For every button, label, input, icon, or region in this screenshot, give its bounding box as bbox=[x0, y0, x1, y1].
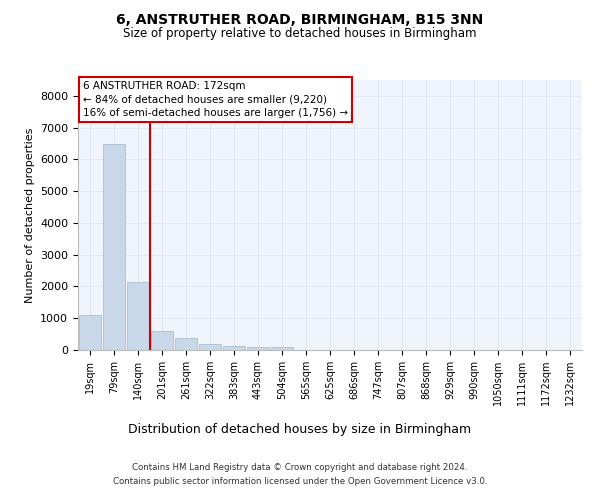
Y-axis label: Number of detached properties: Number of detached properties bbox=[25, 128, 35, 302]
Text: 6 ANSTRUTHER ROAD: 172sqm
← 84% of detached houses are smaller (9,220)
16% of se: 6 ANSTRUTHER ROAD: 172sqm ← 84% of detac… bbox=[83, 82, 348, 118]
Text: 6, ANSTRUTHER ROAD, BIRMINGHAM, B15 3NN: 6, ANSTRUTHER ROAD, BIRMINGHAM, B15 3NN bbox=[116, 12, 484, 26]
Bar bbox=[103, 144, 125, 350]
Text: Distribution of detached houses by size in Birmingham: Distribution of detached houses by size … bbox=[128, 422, 472, 436]
Text: Contains HM Land Registry data © Crown copyright and database right 2024.: Contains HM Land Registry data © Crown c… bbox=[132, 462, 468, 471]
Bar bbox=[175, 338, 197, 350]
Bar bbox=[247, 347, 269, 350]
Bar bbox=[151, 331, 173, 350]
Text: Contains public sector information licensed under the Open Government Licence v3: Contains public sector information licen… bbox=[113, 478, 487, 486]
Text: Size of property relative to detached houses in Birmingham: Size of property relative to detached ho… bbox=[123, 28, 477, 40]
Bar bbox=[271, 347, 293, 350]
Bar bbox=[79, 315, 101, 350]
Bar bbox=[199, 344, 221, 350]
Bar bbox=[223, 346, 245, 350]
Bar bbox=[127, 282, 149, 350]
